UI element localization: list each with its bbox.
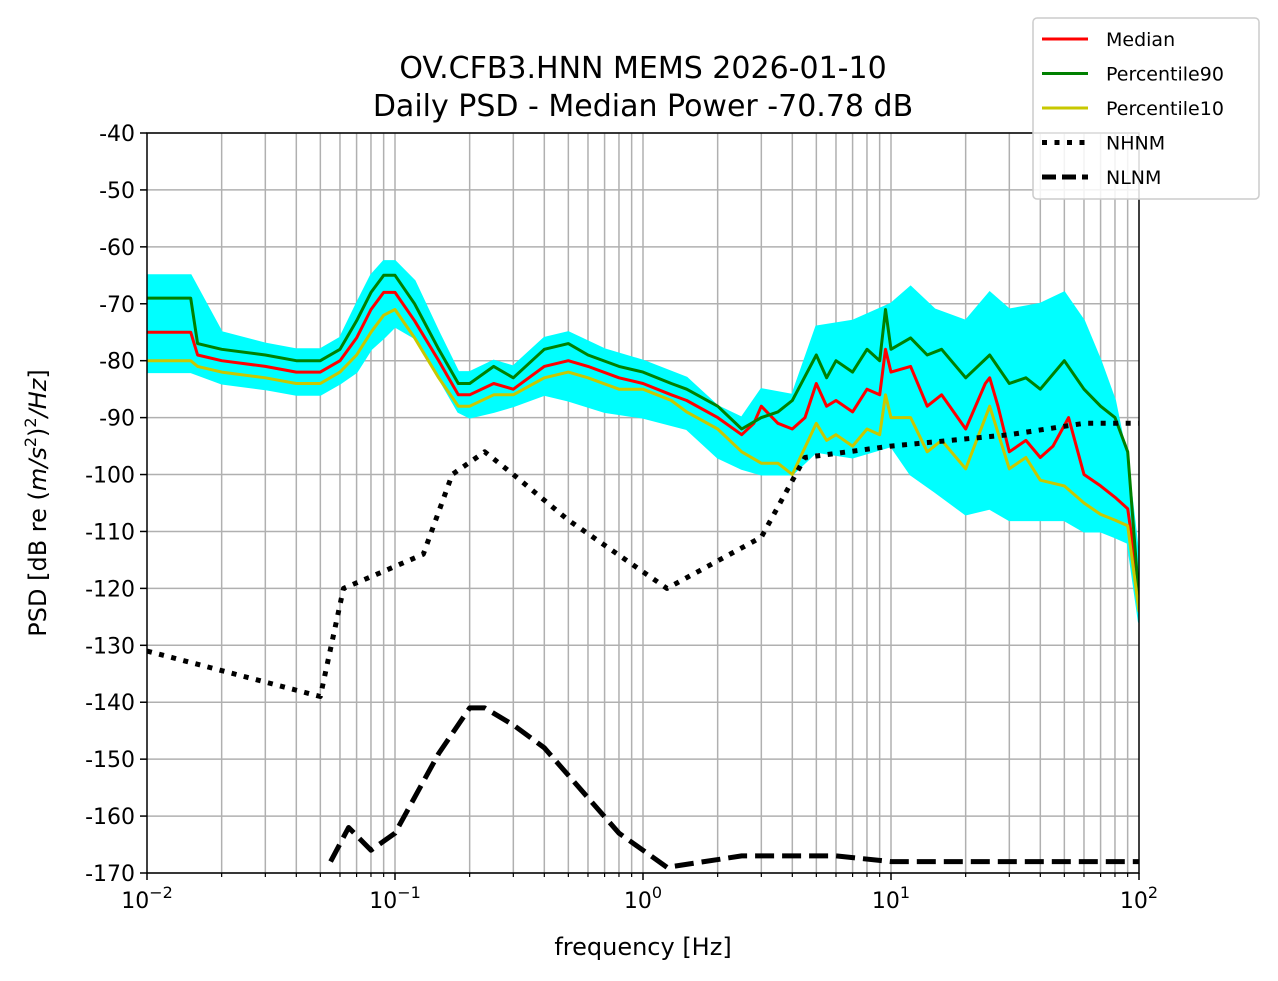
x-tick-exponent: 0 xyxy=(652,883,662,902)
chart-title: OV.CFB3.HNN MEMS 2026-01-10 xyxy=(399,51,886,86)
y-axis-label-part: ] xyxy=(24,369,52,378)
x-tick-label: 101 xyxy=(872,883,910,914)
y-axis-label-part: PSD [dB re ( xyxy=(24,491,52,637)
x-tick-exponent: −2 xyxy=(149,883,173,902)
x-tick-label: 10−1 xyxy=(369,883,421,914)
y-tick-label: -110 xyxy=(85,520,135,545)
y-tick-label: -160 xyxy=(85,805,135,830)
series-layer xyxy=(147,273,1139,870)
x-tick-base: 10 xyxy=(624,889,652,914)
legend-label-median: Median xyxy=(1106,29,1175,51)
x-tick-label: 10−2 xyxy=(121,883,173,914)
x-tick-exponent: −1 xyxy=(397,883,421,902)
y-tick-label: -40 xyxy=(99,122,135,147)
legend-label-percentile10: Percentile10 xyxy=(1106,98,1224,120)
chart-subtitle: Daily PSD - Median Power -70.78 dB xyxy=(373,89,913,124)
y-tick-label: -90 xyxy=(99,407,135,432)
series-line-percentile90 xyxy=(147,273,1139,602)
y-tick-label: -60 xyxy=(99,236,135,261)
y-tick-label: -120 xyxy=(85,577,135,602)
y-tick-label: -80 xyxy=(99,350,135,375)
x-tick-base: 10 xyxy=(369,889,397,914)
chart-legend: Median Percentile90 Percentile10 NHNM NLNM xyxy=(1032,17,1260,200)
y-tick-label: -150 xyxy=(85,748,135,773)
series-line-nlnm xyxy=(328,705,1139,870)
series-line-percentile10 xyxy=(147,308,1139,613)
x-tick-base: 10 xyxy=(121,889,149,914)
legend-label-percentile90: Percentile90 xyxy=(1106,64,1224,86)
x-tick-exponent: 1 xyxy=(900,883,910,902)
x-tick-base: 10 xyxy=(872,889,900,914)
y-tick-label: -170 xyxy=(85,862,135,887)
y-axis-label-unit: /Hz xyxy=(24,377,52,419)
x-axis-label: frequency [Hz] xyxy=(554,933,731,961)
legend-box xyxy=(1032,17,1260,200)
y-tick-label: -100 xyxy=(85,464,135,489)
x-tick-label: 102 xyxy=(1120,883,1158,914)
axis-ticks: -40 -50 -60 -70 -80 -90 -100 -110 -120 -130 -140 -1… xyxy=(85,122,1158,914)
y-axis-label: PSD [dB re (m/s2)2/Hz] xyxy=(21,369,52,636)
legend-label-nlnm: NLNM xyxy=(1106,167,1161,189)
y-axis-label-exp: 2 xyxy=(21,437,40,447)
y-tick-label: -130 xyxy=(85,634,135,659)
x-tick-base: 10 xyxy=(1120,889,1148,914)
y-tick-label: -50 xyxy=(99,179,135,204)
y-tick-label: -140 xyxy=(85,691,135,716)
x-tick-label: 100 xyxy=(624,883,662,914)
x-tick-exponent: 2 xyxy=(1148,883,1158,902)
legend-label-nhnm: NHNM xyxy=(1106,133,1165,155)
psd-envelope-area xyxy=(147,260,1139,623)
y-tick-label: -70 xyxy=(99,293,135,318)
psd-envelope-layer xyxy=(147,260,1139,623)
y-axis-label-unit: m/s xyxy=(24,447,52,491)
y-axis-label-part: ) xyxy=(24,428,52,437)
y-axis-label-exp: 2 xyxy=(21,417,40,427)
